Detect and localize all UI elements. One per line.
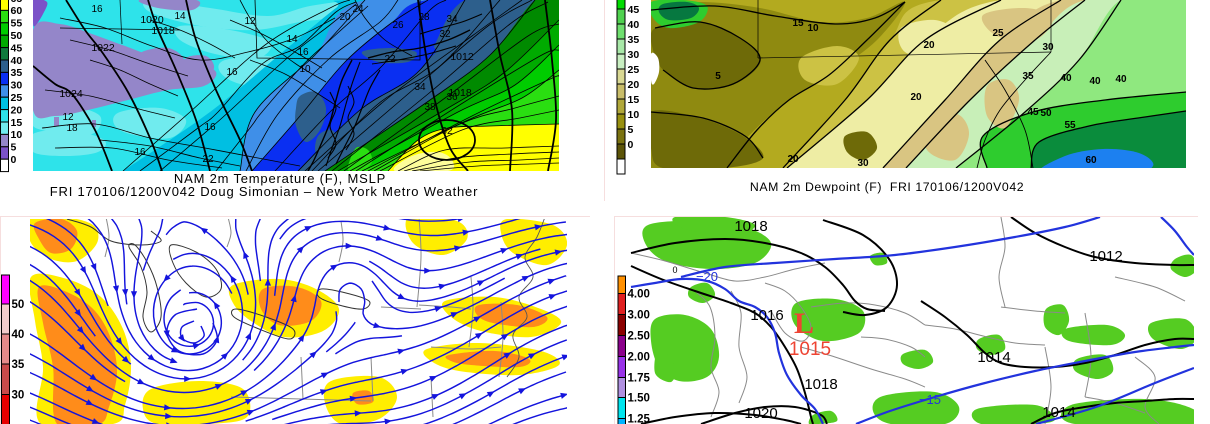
svg-text:1014: 1014 [977, 349, 1010, 366]
svg-text:12: 12 [62, 112, 74, 123]
svg-text:45: 45 [1027, 107, 1039, 118]
svg-text:40: 40 [11, 55, 23, 67]
svg-text:1024: 1024 [59, 88, 83, 100]
svg-text:1012: 1012 [450, 51, 474, 63]
svg-text:35: 35 [12, 359, 25, 371]
svg-text:16: 16 [134, 147, 146, 158]
svg-text:50: 50 [12, 299, 25, 311]
svg-text:40: 40 [1115, 74, 1127, 85]
svg-text:45: 45 [11, 42, 23, 54]
svg-text:0: 0 [11, 154, 17, 166]
svg-text:35: 35 [1022, 71, 1034, 82]
svg-text:20: 20 [339, 12, 351, 23]
svg-text:16: 16 [204, 122, 216, 133]
svg-text:35: 35 [11, 67, 23, 79]
svg-text:40: 40 [12, 329, 25, 341]
svg-text:55: 55 [1064, 120, 1076, 131]
svg-text:5: 5 [628, 124, 634, 136]
svg-text:20: 20 [910, 92, 922, 103]
svg-text:20: 20 [923, 40, 935, 51]
svg-text:30: 30 [628, 49, 640, 61]
svg-text:2.00: 2.00 [628, 352, 650, 364]
svg-text:1020: 1020 [744, 405, 777, 422]
svg-text:10: 10 [11, 129, 23, 141]
svg-text:30: 30 [857, 158, 869, 169]
svg-text:10: 10 [299, 64, 311, 75]
svg-text:10: 10 [628, 109, 640, 121]
svg-text:2.50: 2.50 [628, 331, 650, 343]
svg-text:1018: 1018 [734, 218, 767, 235]
svg-text:5: 5 [715, 71, 721, 82]
svg-text:20: 20 [787, 154, 799, 165]
svg-text:16: 16 [226, 67, 238, 78]
svg-text:0: 0 [628, 139, 634, 151]
svg-text:0: 0 [672, 265, 677, 275]
svg-text:50: 50 [11, 30, 23, 42]
svg-text:15: 15 [628, 94, 640, 106]
svg-text:20: 20 [11, 104, 23, 116]
svg-text:20: 20 [628, 79, 640, 91]
svg-text:45: 45 [628, 4, 640, 16]
svg-text:60: 60 [1085, 155, 1097, 166]
svg-text:L: L [794, 307, 814, 340]
svg-text:62: 62 [441, 125, 453, 137]
svg-text:30: 30 [11, 80, 23, 92]
svg-text:FRI 170106/1200V042 Doug Simon: FRI 170106/1200V042 Doug Simonian – New … [50, 184, 478, 199]
svg-text:3.00: 3.00 [628, 310, 650, 322]
svg-text:35: 35 [628, 34, 640, 46]
svg-text:32: 32 [439, 29, 451, 40]
svg-text:1018: 1018 [804, 376, 837, 393]
svg-text:24: 24 [352, 4, 364, 15]
svg-text:25: 25 [992, 28, 1004, 39]
svg-text:14: 14 [174, 11, 186, 22]
svg-text:34: 34 [446, 14, 458, 25]
svg-text:18: 18 [66, 123, 78, 134]
svg-text:1.75: 1.75 [628, 373, 651, 385]
svg-text:NAM 2m Dewpoint (F) FRI 17010: NAM 2m Dewpoint (F) FRI 170106/1200V042 [750, 180, 1024, 194]
svg-text:26: 26 [392, 20, 404, 31]
svg-text:25: 25 [11, 92, 23, 104]
svg-text:15: 15 [11, 117, 23, 129]
svg-text:14: 14 [286, 34, 298, 45]
svg-text:−15: −15 [919, 392, 941, 407]
svg-text:1015: 1015 [789, 339, 831, 360]
svg-text:10: 10 [807, 23, 819, 34]
svg-text:40: 40 [1060, 73, 1072, 84]
svg-text:38: 38 [424, 102, 436, 113]
svg-text:5: 5 [11, 142, 17, 154]
svg-text:60: 60 [11, 5, 23, 17]
svg-text:1018: 1018 [448, 87, 472, 99]
svg-text:50: 50 [1040, 108, 1052, 119]
svg-text:28: 28 [418, 12, 430, 23]
svg-text:34: 34 [414, 82, 426, 93]
svg-text:40: 40 [628, 19, 640, 31]
svg-text:65: 65 [11, 0, 23, 5]
svg-text:1014: 1014 [1042, 404, 1075, 421]
svg-text:25: 25 [628, 64, 640, 76]
svg-text:1022: 1022 [91, 42, 115, 54]
svg-text:1.50: 1.50 [628, 393, 650, 405]
svg-text:1.25: 1.25 [628, 414, 651, 424]
svg-text:40: 40 [1089, 76, 1101, 87]
svg-text:−20: −20 [696, 269, 718, 284]
svg-text:1012: 1012 [1089, 248, 1122, 265]
svg-text:22: 22 [384, 54, 396, 65]
svg-text:30: 30 [12, 390, 25, 402]
svg-text:4.00: 4.00 [628, 289, 650, 301]
svg-text:55: 55 [11, 18, 23, 30]
svg-text:1016: 1016 [750, 307, 783, 324]
svg-text:12: 12 [244, 16, 256, 27]
svg-text:1018: 1018 [151, 25, 175, 37]
svg-text:22: 22 [202, 154, 214, 165]
svg-text:16: 16 [297, 47, 309, 58]
svg-text:15: 15 [792, 18, 804, 29]
svg-text:16: 16 [91, 4, 103, 15]
svg-text:30: 30 [1042, 42, 1054, 53]
